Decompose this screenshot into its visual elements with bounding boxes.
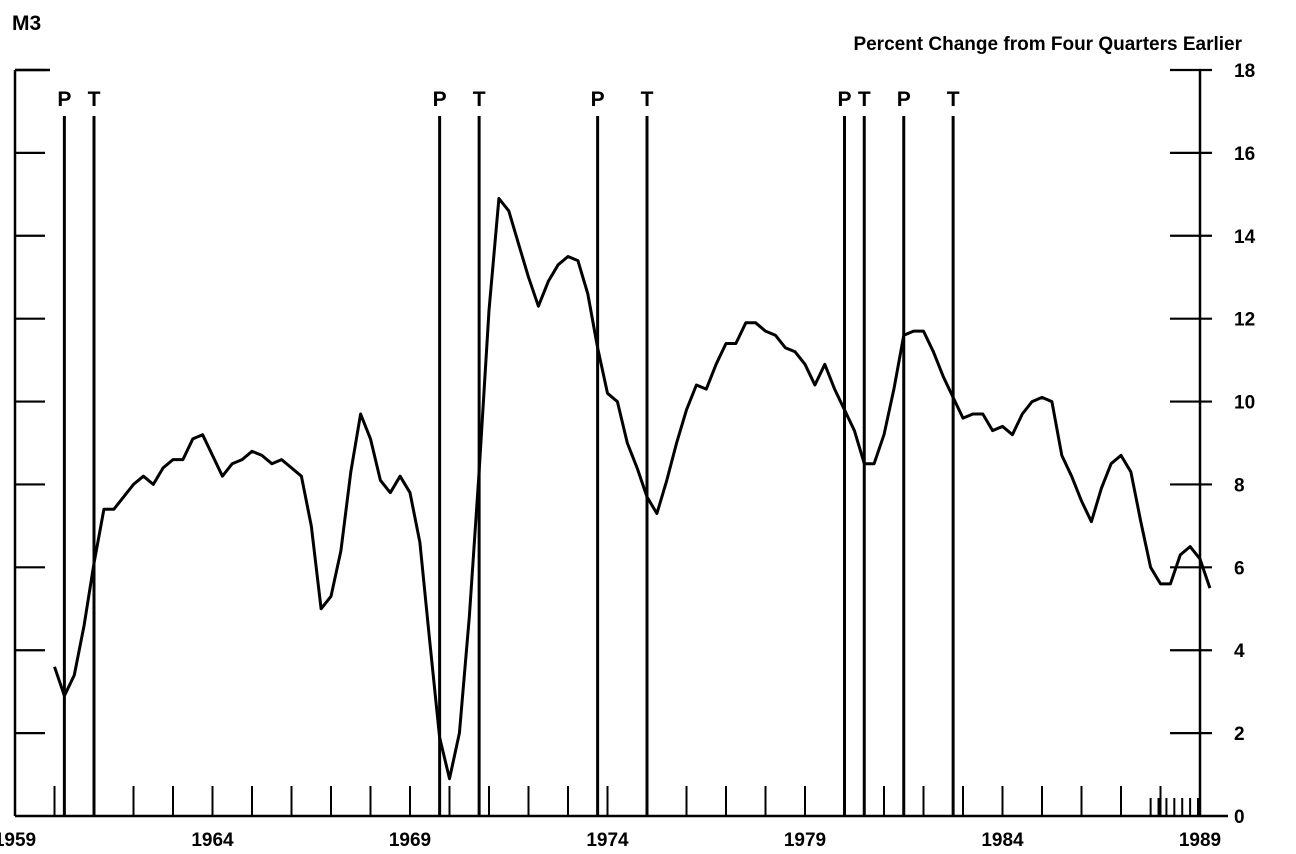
x-tick-label: 1974 [586, 830, 629, 851]
x-tick-label: 1979 [784, 830, 826, 851]
recession-label-T: T [88, 88, 101, 111]
y-tick-label: 16 [1234, 144, 1255, 165]
x-tick-label: 1959 [0, 830, 36, 851]
plot-frame [13, 68, 1228, 818]
x-axis-ticks: 1959 1964 1969 1974 1979 1984 1989 [0, 786, 1221, 851]
x-tick-label: 1969 [389, 830, 431, 851]
recession-label-T: T [858, 88, 871, 111]
recession-label-P: P [433, 88, 447, 111]
y-tick-label: 0 [1234, 807, 1245, 828]
y-tick-label: 10 [1234, 393, 1255, 414]
recession-label-P: P [591, 88, 605, 111]
recession-label-T: T [947, 88, 960, 111]
chart-title: M3 [12, 12, 42, 35]
y-axis-title: Percent Change from Four Quarters Earlie… [853, 34, 1242, 55]
series-layer [53, 197, 1212, 781]
recession-label-P: P [837, 88, 851, 111]
y-tick-label: 6 [1234, 558, 1245, 579]
recession-label-T: T [473, 88, 486, 111]
x-tick-label: 1984 [981, 830, 1024, 851]
y-tick-label: 12 [1234, 310, 1255, 331]
y-tick-label: 14 [1234, 227, 1256, 248]
x-tick-label: 1964 [191, 830, 234, 851]
y-tick-label: 2 [1234, 724, 1245, 745]
recession-label-P: P [897, 88, 911, 111]
y-tick-label: 18 [1234, 61, 1255, 82]
recession-label-T: T [641, 88, 654, 111]
y-tick-label: 8 [1234, 475, 1245, 496]
recession-label-P: P [57, 88, 71, 111]
series-line [53, 197, 1212, 781]
y-tick-label: 4 [1234, 641, 1245, 662]
x-tick-label: 1989 [1179, 830, 1221, 851]
y-axis-ticks: 0 2 4 6 8 10 12 14 16 18 [15, 61, 1256, 828]
